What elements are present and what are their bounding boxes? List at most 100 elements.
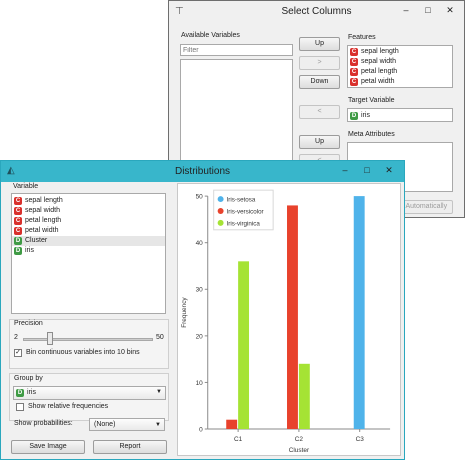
down-button[interactable]: Down [299, 75, 340, 89]
legend-swatch [217, 208, 224, 214]
apply-automatically-label: d Automatically [400, 203, 448, 210]
maximize-icon[interactable]: □ [364, 165, 370, 175]
x-tick-label: C1 [234, 436, 243, 443]
move-left-button[interactable]: < [299, 105, 340, 119]
group-by-label: Group by [14, 375, 43, 382]
y-tick-label: 40 [196, 240, 204, 247]
target-label: iris [361, 112, 370, 119]
precision-slider-handle[interactable] [47, 332, 54, 345]
filter-input[interactable] [180, 44, 293, 56]
bar [287, 205, 298, 430]
minimize-icon[interactable]: – [342, 165, 348, 175]
select-columns-title: Select Columns [281, 6, 352, 17]
variable-label: Variable [13, 183, 39, 190]
continuous-variable-icon: C [14, 197, 22, 205]
close-icon[interactable]: ✕ [446, 5, 454, 15]
target-variable-label: Target Variable [348, 97, 395, 104]
x-tick-label: C2 [295, 436, 304, 443]
distributions-title: Distributions [174, 166, 231, 177]
discrete-variable-icon: D [14, 247, 22, 255]
variable-name: petal length [25, 217, 62, 224]
feature-label: sepal length [361, 48, 399, 55]
distribution-chart: 0 10 20 30 40 50 C1 C2 C3 Cluster Frequency Iris-se… [177, 183, 401, 456]
select-columns-window-icon: ⊤ [175, 6, 184, 17]
continuous-variable-icon: C [350, 58, 358, 66]
available-variables-label: Available Variables [181, 32, 240, 39]
feature-label: sepal width [361, 58, 397, 65]
continuous-variable-icon: C [14, 227, 22, 235]
continuous-variable-icon: C [14, 217, 22, 225]
variable-name: Cluster [25, 237, 48, 244]
y-tick-label: 10 [196, 380, 204, 387]
report-button[interactable]: Report [93, 440, 167, 454]
chevron-down-icon: ▼ [155, 422, 161, 428]
relative-frequencies-checkbox[interactable] [16, 403, 24, 411]
y-tick-label: 0 [199, 426, 203, 433]
save-image-button[interactable]: Save Image [11, 440, 85, 454]
legend-entry: Iris-setosa [227, 197, 256, 204]
probabilities-label: Show probabilities: [14, 420, 73, 427]
variable-name: sepal width [25, 207, 61, 214]
maximize-icon[interactable]: □ [425, 5, 431, 15]
precision-slider-track[interactable] [23, 338, 153, 341]
discrete-variable-icon: D [350, 112, 358, 120]
legend-entry: Iris-versicolor [227, 208, 264, 215]
y-axis-label: Frequency [181, 297, 188, 328]
continuous-variable-icon: C [350, 78, 358, 86]
feature-label: petal width [361, 78, 395, 85]
bar [238, 261, 250, 430]
relative-frequencies-label: Show relative frequencies [28, 403, 109, 410]
meta-attributes-label: Meta Attributes [348, 131, 395, 138]
bar [226, 419, 238, 430]
legend-entry: Iris-virginica [227, 220, 261, 227]
y-tick-label: 50 [196, 194, 204, 201]
up-button-2[interactable]: Up [299, 135, 340, 149]
group-by-value-text: iris [27, 389, 36, 396]
probabilities-value: (None) [94, 421, 116, 428]
y-tick-label: 20 [196, 333, 204, 340]
minimize-icon[interactable]: – [403, 5, 409, 15]
variable-name: iris [25, 247, 34, 254]
variable-item-cluster[interactable]: D Cluster [12, 236, 165, 246]
bin-label: Bin continuous variables into 10 bins [26, 349, 140, 356]
variable-name: sepal length [25, 197, 63, 204]
up-button[interactable]: Up [299, 37, 340, 51]
x-axis-label: Cluster [289, 447, 310, 454]
precision-max-label: 50 [156, 334, 164, 341]
chart-legend [213, 189, 274, 231]
precision-label: Precision [14, 320, 43, 327]
discrete-variable-icon: D [14, 237, 22, 245]
bar [298, 363, 310, 430]
precision-group [9, 319, 169, 369]
bar [353, 196, 365, 430]
x-tick-label: C3 [356, 436, 365, 443]
discrete-variable-icon: D [16, 389, 24, 397]
chevron-down-icon: ▼ [156, 389, 162, 395]
feature-label: petal length [361, 68, 398, 75]
variable-name: petal width [25, 227, 59, 234]
select-columns-titlebar: ⊤ Select Columns – □ ✕ [169, 1, 464, 23]
probabilities-select[interactable]: (None) ▼ [89, 418, 165, 431]
close-icon[interactable]: ✕ [385, 165, 393, 175]
bin-checkbox[interactable]: ✓ [14, 349, 22, 357]
distributions-titlebar: ◭ Distributions – □ ✕ [1, 161, 404, 182]
legend-swatch [217, 219, 224, 226]
y-tick-label: 30 [196, 287, 204, 294]
move-right-button[interactable]: > [299, 56, 340, 70]
